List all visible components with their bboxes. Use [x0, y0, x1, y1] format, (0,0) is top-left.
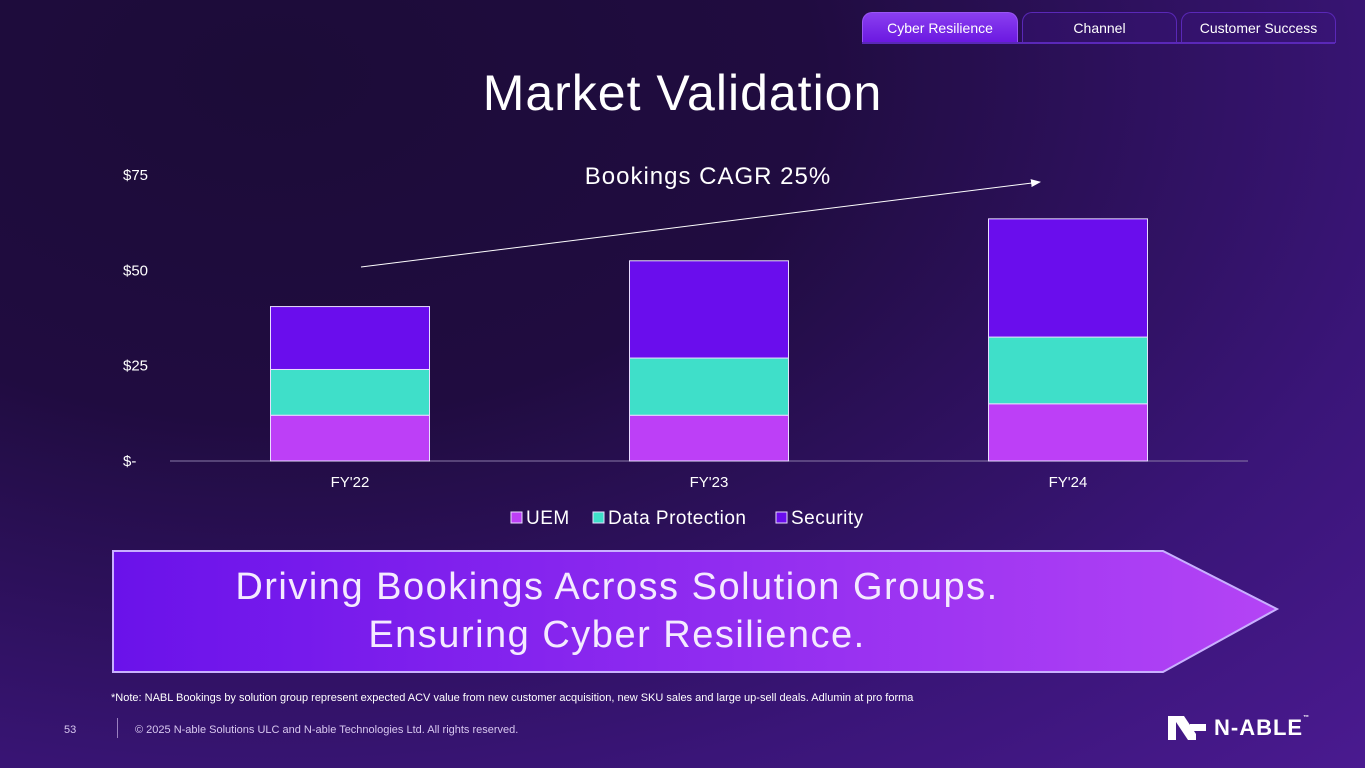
legend-swatch: [775, 511, 788, 524]
x-axis-labels: FY'22 FY'23 FY'24: [331, 474, 1088, 491]
y-tick-label: $25: [123, 358, 148, 375]
bar-segment: [270, 414, 430, 462]
bar-segment: [629, 357, 789, 416]
legend-label: Security: [791, 508, 864, 529]
section-tabs: Cyber Resilience Channel Customer Succes…: [862, 12, 1336, 43]
legend: UEM Data Protection Security: [510, 508, 864, 529]
y-tick-label: $50: [123, 262, 148, 279]
tab-customer-success[interactable]: Customer Success: [1181, 12, 1336, 43]
tab-cyber-resilience[interactable]: Cyber Resilience: [862, 12, 1018, 43]
cagr-annotation: Bookings CAGR 25%: [585, 163, 831, 190]
bars: [270, 218, 1148, 462]
bar-segment: [988, 336, 1148, 405]
y-tick-label: $-: [123, 453, 136, 470]
y-axis-labels: $- $25 $50 $75: [123, 167, 148, 470]
bar-segment: [988, 218, 1148, 338]
bar-segment: [988, 403, 1148, 462]
legend-swatch: [592, 511, 605, 524]
bookings-chart: $- $25 $50 $75 FY'22 FY'23 FY'24 Bookings CAG…: [123, 163, 1248, 529]
x-tick-label: FY'23: [690, 474, 729, 491]
banner-text: Driving Bookings Across Solution Groups.…: [112, 563, 1122, 659]
legend-swatch: [510, 511, 523, 524]
x-tick-label: FY'24: [1049, 474, 1088, 491]
y-tick-label: $75: [123, 167, 148, 184]
legend-label: UEM: [526, 508, 570, 529]
page-title: Market Validation: [482, 65, 883, 121]
footer-divider: [117, 718, 118, 738]
copyright: © 2025 N-able Solutions ULC and N-able T…: [135, 724, 519, 736]
banner-line-1: Driving Bookings Across Solution Groups.: [235, 566, 999, 608]
cagr-arrow: [360, 179, 1041, 268]
logo-text: N-ABLE™: [1214, 715, 1311, 740]
bar-segment: [270, 368, 430, 416]
footnote: *Note: NABL Bookings by solution group r…: [111, 692, 914, 704]
bar-segment: [629, 260, 789, 359]
x-tick-label: FY'22: [331, 474, 370, 491]
tab-underline: [862, 42, 1335, 44]
banner-line-2: Ensuring Cyber Resilience.: [368, 614, 866, 656]
n-able-logo-icon: [1168, 716, 1206, 740]
bar-segment: [270, 306, 430, 370]
page-number: 53: [64, 724, 77, 736]
legend-label: Data Protection: [608, 508, 746, 529]
n-able-logo: N-ABLE™: [1168, 714, 1310, 742]
tab-channel[interactable]: Channel: [1022, 12, 1177, 43]
